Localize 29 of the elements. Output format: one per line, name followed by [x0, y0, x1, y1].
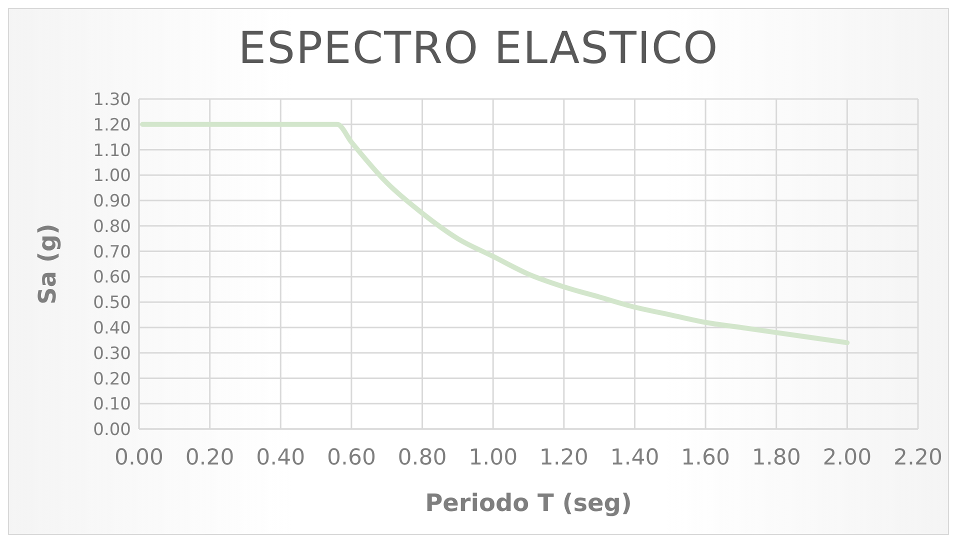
y-tick-label: 0.20	[93, 369, 131, 390]
y-axis-title: Sa (g)	[34, 224, 62, 304]
y-tick-label: 0.90	[93, 192, 131, 212]
y-tick-label: 0.00	[93, 420, 131, 440]
x-tick-label: 1.20	[539, 446, 588, 471]
y-tick-label: 0.40	[93, 318, 131, 338]
y-tick-label: 0.80	[93, 216, 131, 237]
x-tick-label: 0.00	[114, 446, 164, 471]
y-tick-label: 0.50	[93, 293, 131, 314]
x-tick-label: 1.80	[752, 446, 801, 471]
x-tick-label: 0.80	[398, 446, 447, 471]
y-tick-label: 1.20	[93, 115, 131, 136]
x-tick-label: 0.60	[326, 446, 376, 471]
y-tick-label: 0.70	[93, 242, 131, 262]
y-tick-label: 1.00	[93, 166, 131, 186]
x-axis-title: Periodo T (seg)	[425, 489, 632, 517]
x-tick-label: 1.40	[610, 446, 660, 471]
x-tick-label: 1.60	[681, 446, 730, 471]
y-tick-label: 0.10	[93, 394, 131, 415]
chart-title: ESPECTRO ELASTICO	[237, 22, 720, 76]
y-tick-label: 1.30	[93, 90, 131, 110]
x-tick-label: 1.00	[468, 446, 518, 471]
y-tick-label: 0.30	[93, 344, 131, 364]
x-tick-label: 0.20	[185, 446, 234, 471]
y-tick-label: 1.10	[93, 140, 131, 161]
x-tick-label: 2.00	[822, 446, 872, 471]
y-tick-label: 0.60	[93, 268, 131, 288]
x-tick-label: 2.20	[894, 446, 942, 471]
x-tick-label: 0.40	[256, 446, 306, 471]
